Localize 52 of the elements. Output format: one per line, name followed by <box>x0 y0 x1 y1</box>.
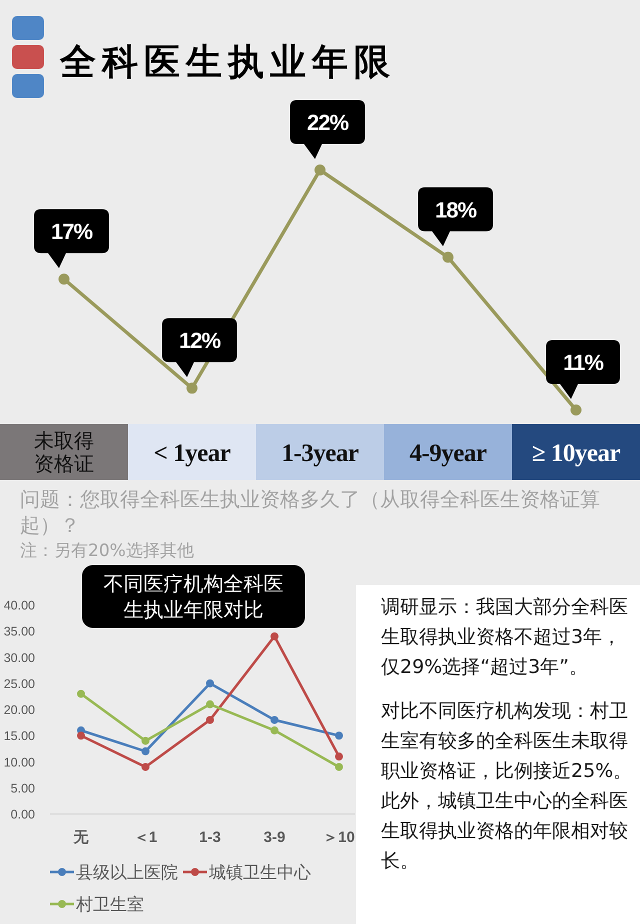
x-tick-label: 无 <box>72 829 90 846</box>
point <box>77 732 85 740</box>
point <box>270 716 278 724</box>
point <box>206 716 214 724</box>
chart-title: 全科医生执业年限 <box>59 42 396 83</box>
x-tick-label: 未取得资格证 <box>34 428 94 476</box>
y-tick-label: 35.00 <box>4 624 36 639</box>
x-tick-label: < 1year <box>154 440 231 467</box>
point <box>270 632 278 640</box>
data-label: 12% <box>178 328 220 354</box>
chart-title: 不同医疗机构全科医生执业年限对比 <box>104 572 284 622</box>
legend-label: 村卫生室 <box>75 895 144 915</box>
point <box>335 762 343 771</box>
data-label: 11% <box>563 350 604 375</box>
point <box>206 700 214 708</box>
y-tick-label: 0.00 <box>10 808 36 822</box>
x-tick-label: 4-9year <box>409 440 487 467</box>
y-tick-label: 10.00 <box>4 755 36 770</box>
text: 调研显示：我国大部分全科医生取得执业资格不超过3年，仅29%选择“超过3年”。 <box>381 596 628 678</box>
y-tick-label: 20.00 <box>4 703 36 717</box>
text: 对比不同医疗机构发现：村卫生室有较多的全科医生未取得职业资格证，比例接近25%。此外，城镇卫生中心的全科医生取得执业资格的年限相对较长。 <box>381 700 632 872</box>
y-tick-label: 5.00 <box>10 781 36 796</box>
point <box>186 382 198 394</box>
data-label: 18% <box>434 197 476 222</box>
x-tick-label: ≥ 10year <box>532 440 620 467</box>
data-label: 17% <box>50 219 92 244</box>
point <box>442 252 454 263</box>
y-tick-label: 40.00 <box>4 598 36 612</box>
text: 注：另有20%选择其他 <box>20 541 194 561</box>
point <box>335 732 343 740</box>
data-label: 22% <box>306 110 348 135</box>
point <box>314 164 326 176</box>
x-tick-label: ＞10 <box>323 829 355 846</box>
point <box>58 274 70 285</box>
legend-label: 县级以上医院 <box>76 863 178 883</box>
point <box>142 736 150 745</box>
y-tick-label: 15.00 <box>4 729 36 744</box>
point <box>570 404 582 416</box>
point <box>270 726 278 734</box>
point <box>142 747 150 756</box>
point <box>142 762 150 771</box>
x-tick-label: 3-9 <box>264 829 286 846</box>
x-tick-label: ＜1 <box>134 829 158 846</box>
y-tick-label: 25.00 <box>4 676 36 691</box>
legend-label: 城镇卫生中心 <box>208 863 311 883</box>
point <box>77 690 85 698</box>
text: 问题：您取得全科医生执业资格多久了（从取得全科医生资格证算起）？ <box>20 487 600 537</box>
point <box>206 679 214 688</box>
x-tick-label: 1-3 <box>199 829 221 846</box>
y-tick-label: 30.00 <box>4 650 36 665</box>
x-tick-label: 1-3year <box>281 440 359 467</box>
point <box>335 752 343 761</box>
